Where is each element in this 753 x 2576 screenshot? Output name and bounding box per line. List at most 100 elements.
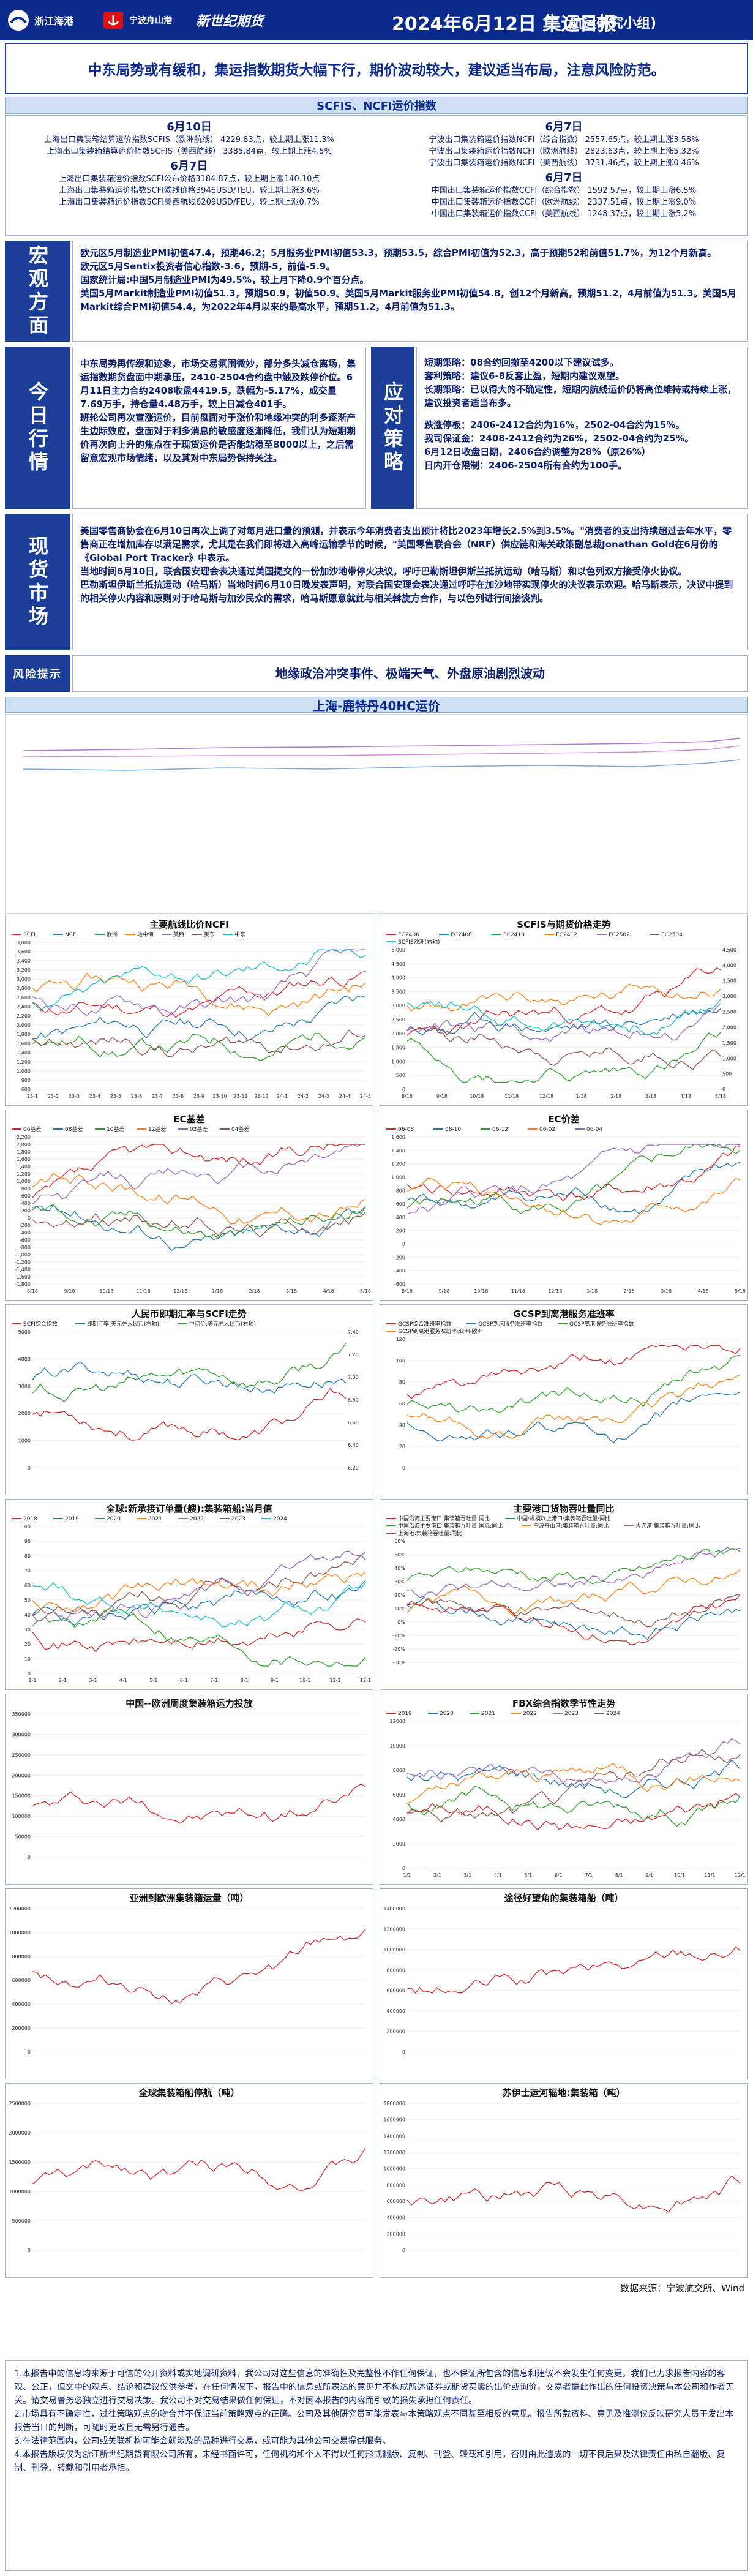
ports-series-line — [406, 1596, 741, 1640]
shanghai-chart-title: 上海-鹿特丹40HC运价 — [5, 697, 748, 713]
ports-y-tick: 50% — [394, 1552, 405, 1558]
sh-rtm-series-3 — [23, 759, 740, 771]
rmb-y2-tick: 6.40 — [348, 1443, 359, 1448]
scfis-date: 6月10日 — [167, 121, 212, 133]
scfis-section-title: SCFIS、NCFI运价指数 — [5, 97, 748, 114]
newbuild-y-tick: 30 — [24, 1627, 31, 1632]
scfi-line: 上海出口集装箱运价指数SCFI美西航线6209USD/FEU，较上期上涨0.7% — [59, 198, 320, 207]
scfis-series-line — [406, 1003, 721, 1043]
newbuild-x-tick: 6-1 — [180, 1678, 188, 1683]
berth-y-tick: 1000000 — [9, 2189, 31, 2195]
fbx-series-line — [406, 1749, 741, 1823]
fbx-x-tick: 7/1 — [585, 1872, 593, 1878]
suez-y-tick: 1400000 — [383, 2133, 405, 2139]
strategy-text: 短期策略：08合约回撤至4200以下建议试多。 套利策略：建议6-8反套止盈，短… — [416, 347, 748, 509]
scfis-legend-label: EC2504 — [661, 932, 683, 938]
panel-ecbasis: EC基差 06基差 08基差 10基差 12基差 02基差 04基差 2,200 2,000 1,… — [5, 1110, 373, 1301]
asiaeu-y-tick: 1200000 — [9, 1906, 31, 1912]
ecspread-x-tick: 10/18 — [474, 1288, 488, 1294]
ecbasis-series-line — [32, 1204, 366, 1239]
ncfi-x-tick: 24-5 — [360, 1094, 371, 1099]
ecspread-x-tick: 1/18 — [586, 1288, 598, 1294]
gcsp-series-line — [406, 1374, 741, 1440]
suez-y-tick: 1200000 — [383, 2150, 405, 2155]
report-title: 2024年6月12日 集运日报 — [392, 13, 616, 35]
ports-legend-label: 中国沿海主要港口:集装箱吞吐量:同比 — [398, 1515, 490, 1522]
scfis-y2-tick: 0 — [722, 1087, 725, 1092]
rmb-y-tick: 4000 — [18, 1356, 31, 1362]
ecbasis-x-tick: 5/18 — [360, 1288, 371, 1294]
ecbasis-y-tick: -200 — [20, 1223, 31, 1228]
ecbasis-legend-label: 10基差 — [107, 1125, 124, 1133]
rmb-legend-label: 中间价:美元兑人民币(右轴) — [189, 1320, 256, 1327]
ports-legend-label: 上海港:集装箱吞吐量:同比 — [398, 1530, 462, 1537]
ncfi-series-line — [32, 971, 366, 1018]
cape-series-line — [406, 1946, 741, 1994]
cape-title: 途径好望角的集装箱船（吨） — [504, 1893, 623, 1904]
ncfi-x-tick: 23-11 — [233, 1094, 247, 1099]
scfis-y2-tick: 3,500 — [722, 978, 736, 984]
gcsp-y-tick: 60 — [399, 1401, 405, 1406]
rmb-y2-tick: 6.60 — [348, 1420, 359, 1425]
ports-y-tick: 40% — [394, 1566, 405, 1571]
ecspread-y-tick: 1,600 — [391, 1135, 405, 1140]
scfis-legend-label: EC2410 — [503, 932, 525, 938]
cape-y-tick: 600000 — [386, 1988, 405, 1994]
ports-y-tick: 0% — [397, 1620, 405, 1625]
rmb-y2-tick: 6.20 — [348, 1465, 359, 1471]
ncfi-legend-label: 美东 — [204, 931, 215, 938]
berth-y-tick: 2500000 — [9, 2101, 31, 2106]
ecbasis-legend-label: 06基差 — [23, 1125, 41, 1133]
ecbasis-y-tick: 800 — [21, 1186, 31, 1192]
ecbasis-x-tick: 8/18 — [27, 1288, 38, 1294]
newbuild-series-line — [32, 1609, 366, 1667]
fbx-legend-label: 2023 — [564, 1711, 579, 1717]
ecspread-x-tick: 5/18 — [735, 1288, 746, 1294]
gcsp-y-tick: 120 — [396, 1337, 405, 1342]
scfis-series-line — [406, 967, 721, 1036]
ncfi-x-tick: 23-8 — [173, 1094, 184, 1099]
strategy-line: 日内开仓限制：2406-2504所有合约为100手。 — [424, 460, 628, 471]
ncfi-series-line — [32, 949, 365, 1016]
ecspread-x-tick: 11/18 — [511, 1288, 525, 1294]
strategy-label: 应对策略 — [371, 347, 414, 509]
logo-text-2: 宁波舟山港 — [129, 16, 172, 26]
newbuild-x-tick: 7-1 — [210, 1678, 218, 1683]
ncfi-x-tick: 24-4 — [339, 1094, 350, 1099]
scfis-y2-tick: 1,500 — [722, 1040, 736, 1046]
rmb-y-tick: 2000 — [18, 1411, 31, 1416]
newbuild-y-tick: 100 — [21, 1524, 31, 1530]
strategy-line: 6月12日收盘日期，2406合约调整为28%（原26%） — [424, 446, 651, 457]
fbx-series-line — [406, 1763, 741, 1804]
scfis-y-tick: 500 — [396, 1073, 405, 1078]
suez-y-tick: 400000 — [386, 2215, 405, 2221]
risk-label: 风险提示 — [5, 655, 70, 692]
scfis-x-tick: 4/18 — [680, 1094, 691, 1099]
ecbasis-series-line — [32, 1144, 365, 1198]
macro-text: 欧元区5月制造业PMI初值47.4，预期46.2；5月服务业PMI初值53.3，… — [72, 241, 748, 342]
rmb-y-tick: 5000 — [18, 1329, 31, 1335]
suez-title: 苏伊士运河辐地:集装箱（吨） — [503, 2087, 626, 2098]
ncfi-x-tick: 23-12 — [254, 1094, 268, 1099]
newbuild-legend-label: 2022 — [190, 1516, 204, 1522]
gcsp-series-line — [406, 1345, 741, 1399]
ecbasis-y-tick: -800 — [20, 1245, 31, 1250]
scfis-y2-tick: 2,000 — [722, 1025, 736, 1031]
ncfi-line: 宁波出口集装箱运价指数NCFI（美西航线） 3731.46点，较上期上涨0.46… — [429, 159, 699, 168]
suez-y-tick: 1600000 — [383, 2117, 405, 2123]
fbx-series-line — [406, 1793, 741, 1831]
ncfi-y-tick: 1,200 — [17, 1059, 31, 1065]
today-text: 中东局势再传缓和迹象，市场交易氛围微妙，部分多头减仓离场，集运指数期货盘面中期承… — [72, 347, 366, 509]
ecbasis-y-tick: -1,800 — [15, 1282, 31, 1287]
suez-y-tick: 600000 — [386, 2199, 405, 2204]
newbuild-x-tick: 9-1 — [271, 1678, 279, 1683]
berth-y-tick: 1500000 — [9, 2160, 31, 2165]
fbx-x-tick: 10/1 — [674, 1872, 685, 1878]
capacity-y-tick: 350000 — [12, 1711, 31, 1717]
asiaeu-y-tick: 200000 — [12, 2026, 31, 2031]
macro-label: 宏观方面 — [5, 241, 70, 342]
anchor-icon — [103, 12, 123, 29]
rmb-title: 人民币即期汇率与SCFI走势 — [132, 1309, 247, 1320]
ecbasis-x-tick: 3/18 — [286, 1288, 297, 1294]
newbuild-x-tick: 10-1 — [299, 1678, 310, 1683]
